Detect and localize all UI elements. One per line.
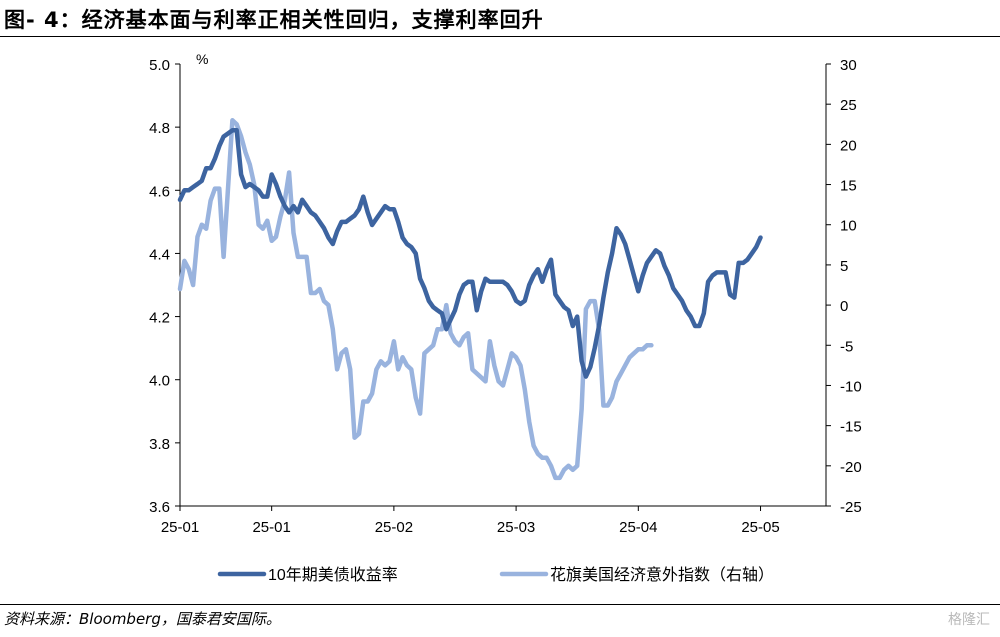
y-left-tick-label: 4.8	[149, 120, 170, 137]
watermark: 格隆汇	[948, 612, 990, 628]
title-rule	[0, 36, 1000, 37]
y-left-tick-label: 3.6	[149, 499, 170, 516]
x-tick-label: 25-01	[252, 519, 290, 536]
y-right-tick-label: 5	[840, 258, 848, 275]
chart: % 3.6 3.8 4.0 4.2 4.4 4.6 4.8 5.0 -25 -20 -15 -10 -…	[149, 51, 862, 584]
y-right-tick-label: 10	[840, 218, 857, 235]
x-tick-label: 25-01	[161, 519, 199, 536]
y-left-tick-label: 4.4	[149, 246, 170, 263]
y-right-tick-label: -10	[840, 378, 862, 395]
y-left-tick-label: 4.2	[149, 310, 170, 327]
y-right-tick-label: 20	[840, 137, 857, 154]
y-axis-unit: %	[196, 51, 208, 67]
y-right-tick-label: 30	[840, 57, 857, 74]
y-left-tick-label: 4.6	[149, 183, 170, 200]
source-note: 资料来源：Bloomberg，国泰君安国际。	[4, 610, 281, 628]
legend-label: 花旗美国经济意外指数（右轴）	[550, 565, 774, 584]
y-right-tick-label: -20	[840, 459, 862, 476]
y-left-tick-label: 5.0	[149, 57, 170, 74]
y-right-tick-label: -5	[840, 338, 853, 355]
ust-10y-yield-line	[177, 128, 763, 379]
x-tick-label: 25-04	[619, 519, 657, 536]
source-rule	[0, 604, 1000, 605]
x-tick-label: 25-02	[375, 519, 413, 536]
y-left-tick-label: 3.8	[149, 436, 170, 453]
figure-title: 图- 4：经济基本面与利率正相关性回归，支撑利率回升	[4, 8, 544, 32]
x-tick-label: 25-03	[497, 519, 535, 536]
y-right-tick-label: 25	[840, 97, 857, 114]
legend-label: 10年期美债收益率	[268, 566, 398, 584]
y-right-tick-label: 15	[840, 178, 857, 195]
citi-surprise-index-line	[177, 118, 654, 481]
y-left-tick-label: 4.0	[149, 373, 170, 390]
x-tick-label: 25-05	[741, 519, 779, 536]
y-right-tick-label: -15	[840, 419, 862, 436]
y-right-tick-label: 0	[840, 298, 848, 315]
y-right-tick-label: -25	[840, 499, 862, 516]
